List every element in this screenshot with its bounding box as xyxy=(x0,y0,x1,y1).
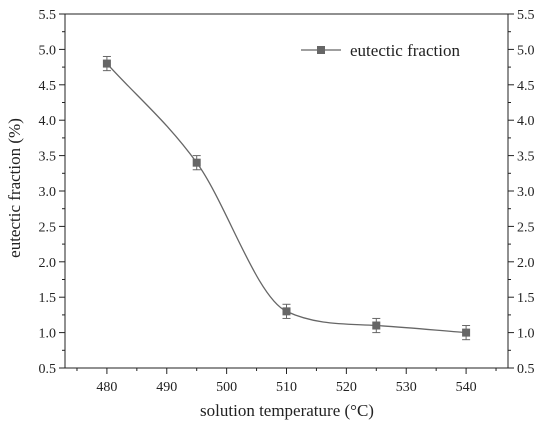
y-tick-label: 4.5 xyxy=(39,79,57,94)
x-axis-title: solution temperature (°C) xyxy=(200,401,374,420)
y-tick-label: 1.0 xyxy=(39,327,57,342)
legend: eutectic fraction xyxy=(301,41,460,60)
y-tick-label: 5.5 xyxy=(39,8,57,23)
legend-label: eutectic fraction xyxy=(350,41,460,60)
series-layer xyxy=(102,55,471,341)
y-tick-label-right: 2.0 xyxy=(517,256,535,271)
y-tick-label-right: 1.5 xyxy=(517,291,535,306)
y-tick-label-right: 2.5 xyxy=(517,220,535,235)
y-tick-label: 5.0 xyxy=(39,43,57,58)
data-point xyxy=(372,321,381,330)
data-point xyxy=(102,59,111,68)
data-point xyxy=(462,328,471,337)
y-tick-label: 3.5 xyxy=(39,150,57,165)
y-tick-label-right: 3.5 xyxy=(517,150,535,165)
x-tick-label: 490 xyxy=(156,380,177,395)
y-tick-label-right: 5.5 xyxy=(517,8,535,23)
y-tick-label-right: 5.0 xyxy=(517,43,535,58)
x-tick-label: 530 xyxy=(396,380,417,395)
x-tick-label: 510 xyxy=(276,380,297,395)
y-tick-label-right: 4.5 xyxy=(517,79,535,94)
y-tick-label: 0.5 xyxy=(39,362,57,377)
data-point xyxy=(282,307,291,316)
y-tick-label: 1.5 xyxy=(39,291,57,306)
y-tick-label: 2.0 xyxy=(39,256,57,271)
x-tick-label: 540 xyxy=(456,380,477,395)
axes: 480 490 500 510 520 530 540 0.5 0.5 1.0 1.0 1.5 1.5 2… xyxy=(39,8,535,395)
y-tick-label: 2.5 xyxy=(39,220,57,235)
y-tick-label-right: 4.0 xyxy=(517,114,535,129)
y-tick-label: 3.0 xyxy=(39,185,57,200)
series-line xyxy=(106,63,467,334)
x-tick-label: 500 xyxy=(216,380,237,395)
y-tick-label: 4.0 xyxy=(39,114,57,129)
legend-marker xyxy=(317,46,325,54)
y-tick-label-right: 3.0 xyxy=(517,185,535,200)
y-axis-title: eutectic fraction (%) xyxy=(5,118,24,258)
y-tick-label-right: 0.5 xyxy=(517,362,535,377)
x-tick-label: 520 xyxy=(336,380,357,395)
x-tick-label: 480 xyxy=(96,380,117,395)
y-tick-label-right: 1.0 xyxy=(517,327,535,342)
data-point xyxy=(192,158,201,167)
